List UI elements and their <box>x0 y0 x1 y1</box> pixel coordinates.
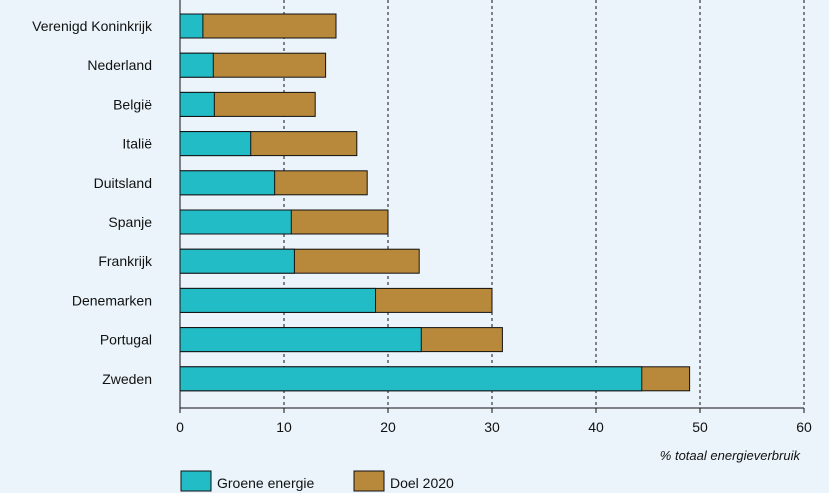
bar-groene-energie <box>179 209 292 235</box>
legend: Groene energie Doel 2020 <box>180 470 454 492</box>
category-label: Spanje <box>108 214 152 230</box>
category-label: Verenigd Koninkrijk <box>32 18 153 34</box>
bars <box>179 13 691 392</box>
x-axis-label: % totaal energieverbruik <box>660 448 802 463</box>
bar-groene-energie <box>179 52 214 78</box>
legend-label-groene-energie: Groene energie <box>217 475 315 491</box>
bar-groene-energie <box>179 170 276 196</box>
category-label: Portugal <box>100 332 152 348</box>
legend-swatch-doel-2020 <box>353 470 385 492</box>
category-label: Frankrijk <box>98 253 153 269</box>
bar-groene-energie <box>179 287 377 313</box>
category-label: Denemarken <box>72 292 152 308</box>
x-tick-label: 20 <box>380 419 396 435</box>
category-labels: Verenigd Koninkrijk Nederland België Italië… <box>32 18 153 387</box>
legend-swatch-groene-energie <box>180 470 212 492</box>
category-label: Duitsland <box>94 175 152 191</box>
category-label: Zweden <box>102 371 152 387</box>
bar-groene-energie <box>179 91 215 117</box>
x-tick-label: 50 <box>692 419 708 435</box>
x-tick-label: 0 <box>176 419 184 435</box>
category-label: Nederland <box>87 57 152 73</box>
bar-doel-2020 <box>179 13 337 39</box>
bar-groene-energie <box>179 131 252 157</box>
bar-groene-energie <box>179 366 643 392</box>
category-label: Italië <box>122 136 152 152</box>
x-tick-label: 60 <box>796 419 812 435</box>
x-axis: 0 10 20 30 40 50 60 <box>176 0 812 435</box>
x-tick-label: 30 <box>484 419 500 435</box>
bar-groene-energie <box>179 327 422 353</box>
category-label: België <box>113 96 152 112</box>
grid-lines <box>283 0 805 408</box>
bar-groene-energie <box>179 248 295 274</box>
x-tick-label: 40 <box>588 419 604 435</box>
x-tick-label: 10 <box>276 419 292 435</box>
legend-label-doel-2020: Doel 2020 <box>390 475 454 491</box>
bar-groene-energie <box>179 13 204 39</box>
